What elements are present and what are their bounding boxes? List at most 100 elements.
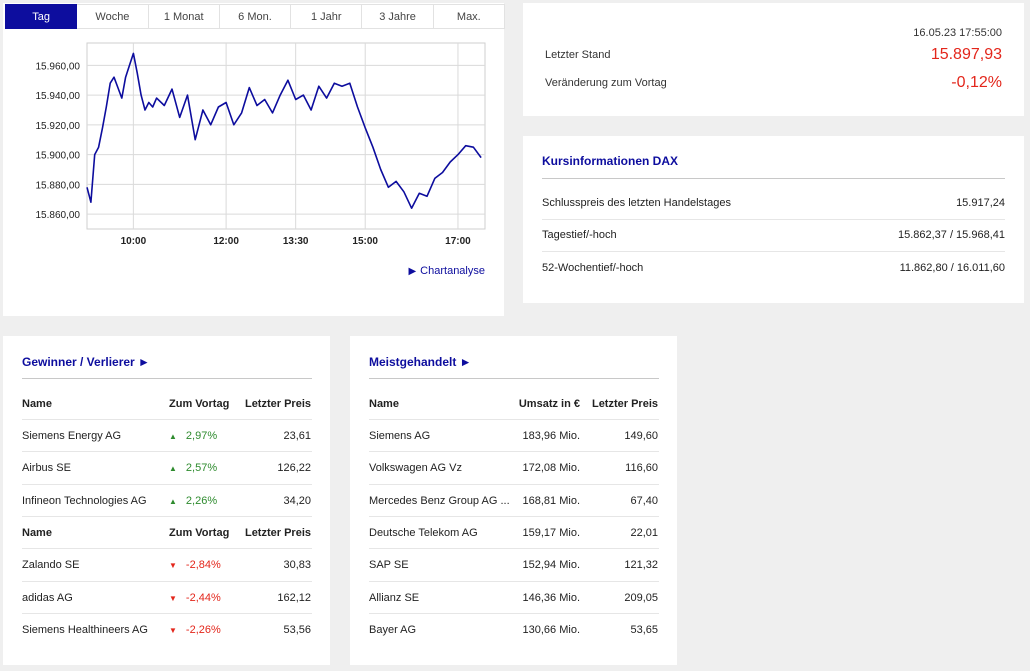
kurs-row-label: Tagestief/-hoch <box>542 229 617 241</box>
meistgehandelt-title[interactable]: Meistgehandelt ► <box>369 355 472 369</box>
gewinner-verlierer-title[interactable]: Gewinner / Verlierer ► <box>22 355 150 369</box>
stock-volume: 152,94 Mio. <box>522 559 580 572</box>
change-value: -2,44% <box>185 591 221 604</box>
kurs-title: Kursinformationen DAX <box>542 154 679 168</box>
meistgehandelt-panel: Meistgehandelt ► Name Umsatz in € Letzter … <box>350 336 677 665</box>
row-divider <box>369 419 659 420</box>
chart-panel: Tag Woche 1 Monat 6 Mon. 1 Jahr 3 Jahre Max. 1… <box>3 3 505 316</box>
row-divider <box>22 419 312 420</box>
triangle-down-icon: ▼ <box>169 561 177 571</box>
stock-name[interactable]: adidas AG <box>22 591 73 604</box>
kursinformationen-panel: Kursinformationen DAX Schlusspreis des l… <box>523 136 1024 303</box>
stock-price: 209,05 <box>624 591 658 604</box>
stock-volume: 172,08 Mio. <box>522 462 580 475</box>
stock-price: 53,65 <box>630 623 658 636</box>
change-value: 2,97% <box>185 430 218 442</box>
triangle-down-icon: ▼ <box>169 593 177 603</box>
x-tick-label: 10:00 <box>121 236 147 247</box>
stock-price: 162,12 <box>277 591 311 604</box>
kurs-row-value: 11.862,80 / 16.011,60 <box>899 262 1005 274</box>
row-divider <box>369 548 659 550</box>
row-divider <box>369 580 659 582</box>
row-divider <box>369 451 659 453</box>
kurs-row-value: 15.917,24 <box>956 197 1005 209</box>
triangle-down-icon: ▼ <box>169 625 177 635</box>
tab-woche[interactable]: Woche <box>77 4 149 29</box>
row-divider <box>22 515 312 517</box>
stock-volume: 146,36 Mio. <box>522 591 580 604</box>
tab-6-mon[interactable]: 6 Mon. <box>219 4 292 29</box>
stock-price: 34,20 <box>283 494 311 507</box>
plot-frame <box>86 42 486 230</box>
stock-name[interactable]: Allianz SE <box>369 591 420 604</box>
tab-1-monat[interactable]: 1 Monat <box>148 4 220 29</box>
stock-name[interactable]: Zalando SE <box>22 559 80 572</box>
row-divider <box>369 483 659 485</box>
change-label: Veränderung zum Vortag <box>545 77 667 89</box>
quote-panel: 16.05.23 17:55:00 Letzter Stand 15.897,9… <box>523 3 1024 116</box>
play-triangle-icon: ▶ <box>408 266 417 277</box>
tab-3-jahre[interactable]: 3 Jahre <box>362 4 434 29</box>
title-divider <box>542 178 1005 179</box>
stock-price: 23,61 <box>283 430 311 442</box>
x-tick-label: 13:30 <box>283 236 309 247</box>
column-header-price: Letzter Preis <box>591 398 658 410</box>
stock-name[interactable]: Infineon Technologies AG <box>22 494 147 507</box>
stock-price: 53,56 <box>283 623 311 636</box>
change-value: 2,26% <box>185 494 218 507</box>
gewinner-verlierer-panel: Gewinner / Verlierer ► Name Zum Vortag Let… <box>3 336 330 665</box>
chartanalyse-label: Chartanalyse <box>420 265 485 277</box>
stock-change: ▼ -2,84% <box>169 559 221 571</box>
stock-name[interactable]: Deutsche Telekom AG <box>369 526 478 539</box>
stock-price: 116,60 <box>625 462 658 475</box>
column-header-change: Zum Vortag <box>169 398 230 410</box>
triangle-up-icon: ▲ <box>169 496 177 506</box>
stock-price: 149,60 <box>624 430 658 442</box>
stock-name[interactable]: Siemens Energy AG <box>22 430 122 442</box>
row-divider <box>22 548 312 550</box>
column-header-volume: Umsatz in € <box>518 398 580 410</box>
y-tick-label: 15.860,00 <box>36 210 81 221</box>
stock-price: 67,40 <box>630 494 658 507</box>
column-header-name: Name <box>22 398 52 410</box>
kurs-row-label: Schlusspreis des letzten Handelstages <box>542 197 731 209</box>
change-value: -2,26% <box>185 623 221 636</box>
tab-tag[interactable]: Tag <box>5 4 78 29</box>
stock-name[interactable]: Mercedes Benz Group AG ... <box>369 494 510 507</box>
stock-volume: 183,96 Mio. <box>522 430 580 442</box>
title-divider <box>22 378 312 379</box>
stock-price: 22,01 <box>630 526 658 539</box>
change-value: -0,12% <box>951 74 1002 91</box>
y-tick-label: 15.940,00 <box>36 91 81 102</box>
price-chart: 15.960,00 15.940,00 15.920,00 15.900,00 15.8… <box>36 42 486 247</box>
stock-name[interactable]: SAP SE <box>369 559 409 572</box>
stock-name[interactable]: Siemens AG <box>369 430 431 442</box>
x-tick-label: 15:00 <box>352 236 378 247</box>
row-divider <box>369 612 659 614</box>
row-divider <box>22 483 312 485</box>
stock-name[interactable]: Bayer AG <box>369 623 417 636</box>
timeframe-tabs: Tag Woche 1 Monat 6 Mon. 1 Jahr 3 Jahre Max. <box>5 4 505 29</box>
tab-max[interactable]: Max. <box>433 4 505 29</box>
y-tick-label: 15.880,00 <box>36 180 81 191</box>
triangle-up-icon: ▲ <box>169 464 177 474</box>
stock-change: ▼ -2,44% <box>169 592 221 604</box>
tab-1-jahr[interactable]: 1 Jahr <box>291 4 363 29</box>
column-header-name: Name <box>369 398 399 410</box>
triangle-up-icon: ▲ <box>169 432 177 441</box>
chartanalyse-link[interactable]: ▶ Chartanalyse <box>408 265 485 277</box>
row-divider <box>22 580 312 582</box>
stock-name[interactable]: Volkswagen AG Vz <box>369 462 462 475</box>
last-price-label: Letzter Stand <box>545 49 611 61</box>
kurs-row-value: 15.862,37 / 15.968,41 <box>897 229 1005 241</box>
stock-change: ▲ 2,97% <box>169 430 217 442</box>
stock-change: ▲ 2,26% <box>169 495 217 507</box>
stock-name[interactable]: Airbus SE <box>22 462 71 475</box>
y-tick-label: 15.920,00 <box>36 121 81 132</box>
column-header-change: Zum Vortag <box>169 526 230 539</box>
column-header-price: Letzter Preis <box>244 398 311 410</box>
stock-volume: 168,81 Mio. <box>522 494 580 507</box>
stock-name[interactable]: Siemens Healthineers AG <box>22 623 148 636</box>
title-divider <box>369 378 659 379</box>
stock-volume: 130,66 Mio. <box>522 623 580 636</box>
